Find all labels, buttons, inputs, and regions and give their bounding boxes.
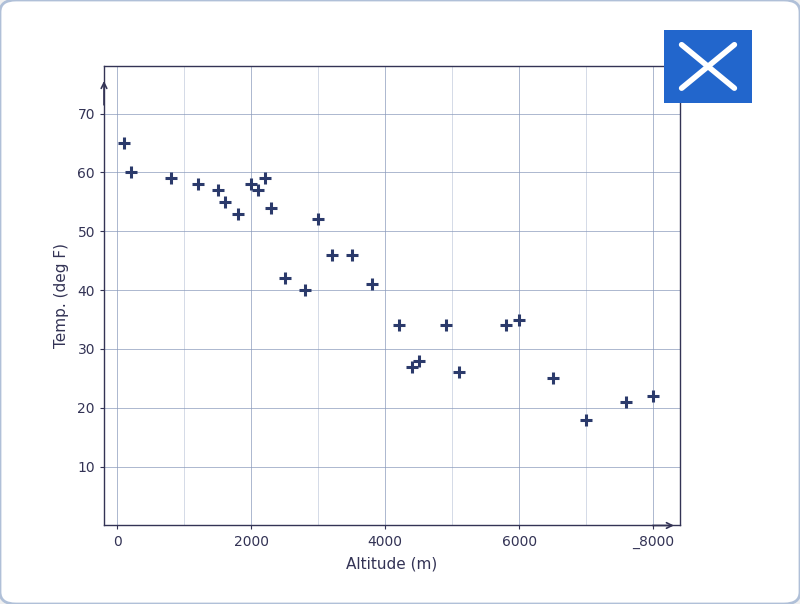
X-axis label: Altitude (m): Altitude (m) bbox=[346, 557, 438, 572]
Y-axis label: Temp. (deg F): Temp. (deg F) bbox=[54, 243, 69, 349]
